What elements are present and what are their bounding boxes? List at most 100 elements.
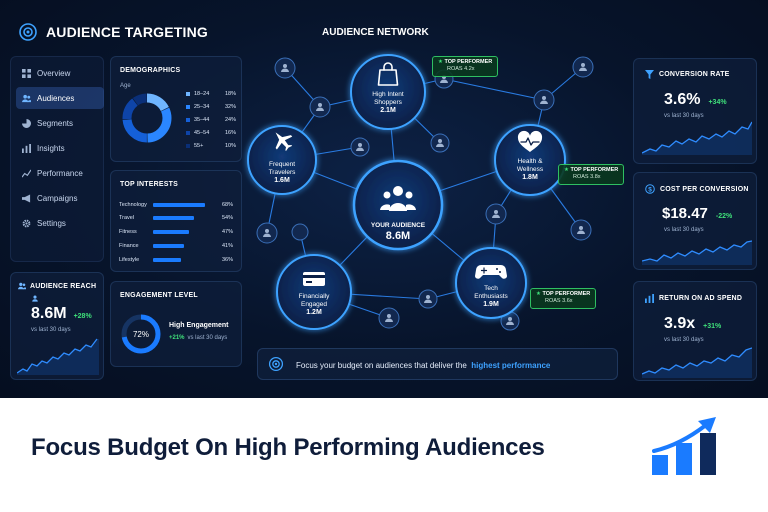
sidebar-item-label: Segments <box>37 118 74 128</box>
dashboard: AUDIENCE TARGETING Overview Audiences Se… <box>0 0 768 398</box>
reach-value: 8.6M <box>31 305 67 322</box>
trend-icon <box>22 169 31 177</box>
sidebar-item-settings[interactable]: Settings <box>16 212 104 234</box>
interest-label: Finance <box>119 243 139 249</box>
kpi-title: COST PER CONVERSION <box>660 185 749 193</box>
network-title: AUDIENCE NETWORK <box>322 27 429 38</box>
node-name-line2: Enthusiasts <box>474 293 508 301</box>
sidebar-item-overview[interactable]: Overview <box>16 62 104 84</box>
star-icon: ★ <box>536 291 541 297</box>
node-label-your-audience[interactable]: YOUR AUDIENCE 8.6M <box>358 222 438 244</box>
reach-sparkline <box>17 338 99 375</box>
card-title: AUDIENCE REACH <box>30 282 97 290</box>
interest-bar <box>153 203 205 207</box>
age-pct: 24% <box>224 117 236 123</box>
node-name-line2: Shoppers <box>374 99 402 107</box>
interest-pct: 68% <box>221 202 233 208</box>
interest-row: Fitness 47% <box>119 227 233 237</box>
node-value: 1.9M <box>483 301 499 309</box>
top-performer-badge: ★ TOP PERFORMER ROAS 3.8x <box>558 164 625 185</box>
megaphone-icon <box>22 193 31 203</box>
interest-bar <box>153 258 181 262</box>
kpi-card-roas: RETURN ON AD SPEND 3.9x +31% vs last 30 … <box>633 281 757 381</box>
kpi-title: CONVERSION RATE <box>659 71 730 78</box>
node-value: 1.2M <box>306 309 322 317</box>
badge-roas: ROAS 3.6x <box>545 298 573 305</box>
sidebar-item-segments[interactable]: Segments <box>16 112 104 134</box>
engagement-delta: +21% <box>169 335 185 341</box>
kpi-card-cost-per-conversion: $ COST PER CONVERSION $18.47 -22% vs las… <box>633 172 757 270</box>
bar-chart-icon <box>22 143 31 153</box>
badge-roas: ROAS 3.8x <box>573 174 601 181</box>
interest-row: Technology 68% <box>119 200 233 210</box>
interest-row: Lifestyle 36% <box>119 255 233 265</box>
node-name-line2: Travelers <box>268 169 296 177</box>
sidebar-item-audiences[interactable]: Audiences <box>16 87 104 109</box>
donut-slice <box>122 93 172 143</box>
node-name-line1: Frequent <box>268 161 296 168</box>
age-label: 35–44 <box>194 117 210 123</box>
reach-delta: +28% <box>73 313 92 320</box>
sidebar-item-label: Performance <box>37 168 83 178</box>
node-label-high-intent-shoppers[interactable]: High Intent Shoppers 2.1M <box>358 91 418 116</box>
center-node-label: YOUR AUDIENCE <box>370 222 426 229</box>
age-pct: 32% <box>224 104 236 110</box>
sidebar-item-performance[interactable]: Performance <box>16 162 104 184</box>
sidebar-item-label: Campaigns <box>37 193 78 203</box>
top-performer-badge: ★ TOP PERFORMER ROAS 4.2x <box>432 56 499 77</box>
focus-banner: Focus your budget on audiences that deli… <box>257 348 618 380</box>
sidebar-item-label: Insights <box>37 143 65 153</box>
demographics-row: 25–34 32% <box>186 104 236 110</box>
node-label-frequent-travelers[interactable]: Frequent Travelers 1.6M <box>252 161 312 186</box>
node-label-tech-enthusiasts[interactable]: Tech Enthusiasts 1.9M <box>461 285 521 310</box>
interest-pct: 36% <box>221 257 233 263</box>
sidebar-item-campaigns[interactable]: Campaigns <box>16 187 104 209</box>
kpi-value: $18.47 <box>662 205 708 222</box>
sidebar: Overview Audiences Segments Insights Per… <box>10 56 104 262</box>
age-label: 25–34 <box>194 104 210 110</box>
kpi-card-conversion-rate: CONVERSION RATE 3.6% +34% vs last 30 day… <box>633 58 757 164</box>
users-group-icon <box>380 186 416 211</box>
badge-title: TOP PERFORMER <box>444 59 493 65</box>
card-title: ENGAGEMENT LEVEL <box>120 292 198 299</box>
kpi-period: vs last 30 days <box>664 113 704 119</box>
interest-pct: 47% <box>221 229 233 235</box>
node-value: 1.6M <box>274 177 290 185</box>
airplane-icon <box>275 132 293 151</box>
age-pct: 16% <box>224 130 236 136</box>
node-label-health-wellness[interactable]: Health & Wellness 1.8M <box>500 158 560 183</box>
sidebar-item-insights[interactable]: Insights <box>16 137 104 159</box>
users-icon <box>22 94 31 102</box>
interest-label: Fitness <box>119 229 137 235</box>
users-icon <box>18 282 26 290</box>
person-icon <box>32 295 38 302</box>
bar-chart-icon <box>645 294 654 303</box>
top-performer-badge: ★ TOP PERFORMER ROAS 3.6x <box>530 288 597 309</box>
age-label: 55+ <box>194 143 204 149</box>
node-name-line1: Tech <box>484 285 498 292</box>
kpi-period: vs last 30 days <box>664 337 704 343</box>
legend-swatch <box>186 131 190 135</box>
donut-slice <box>122 93 172 143</box>
target-icon <box>19 23 37 41</box>
shopping-bag-icon <box>377 62 399 86</box>
node-label-financially-engaged[interactable]: Financially Engaged 1.2M <box>284 293 344 318</box>
gamepad-icon <box>475 265 507 279</box>
audience-network-graph <box>247 54 594 331</box>
app-header: AUDIENCE TARGETING <box>18 22 208 42</box>
node-high-intent-shoppers <box>350 54 426 130</box>
kpi-sparkline <box>642 240 752 265</box>
center-node-value: 8.6M <box>385 230 411 243</box>
badge-title: TOP PERFORMER <box>570 167 619 173</box>
node-name-line1: Financially <box>298 293 330 300</box>
engagement-level: High Engagement <box>169 322 229 329</box>
node-name-line1: High Intent <box>372 91 404 98</box>
demographics-subtitle: Age <box>120 83 131 89</box>
focus-text: Focus your budget on audiences that deli… <box>296 361 467 370</box>
sidebar-item-label: Settings <box>37 218 66 228</box>
interest-row: Travel 54% <box>119 213 233 223</box>
grid-icon <box>22 68 31 78</box>
node-financially-engaged <box>276 254 352 330</box>
funnel-icon <box>645 70 654 79</box>
node-tech-enthusiasts <box>455 247 527 319</box>
